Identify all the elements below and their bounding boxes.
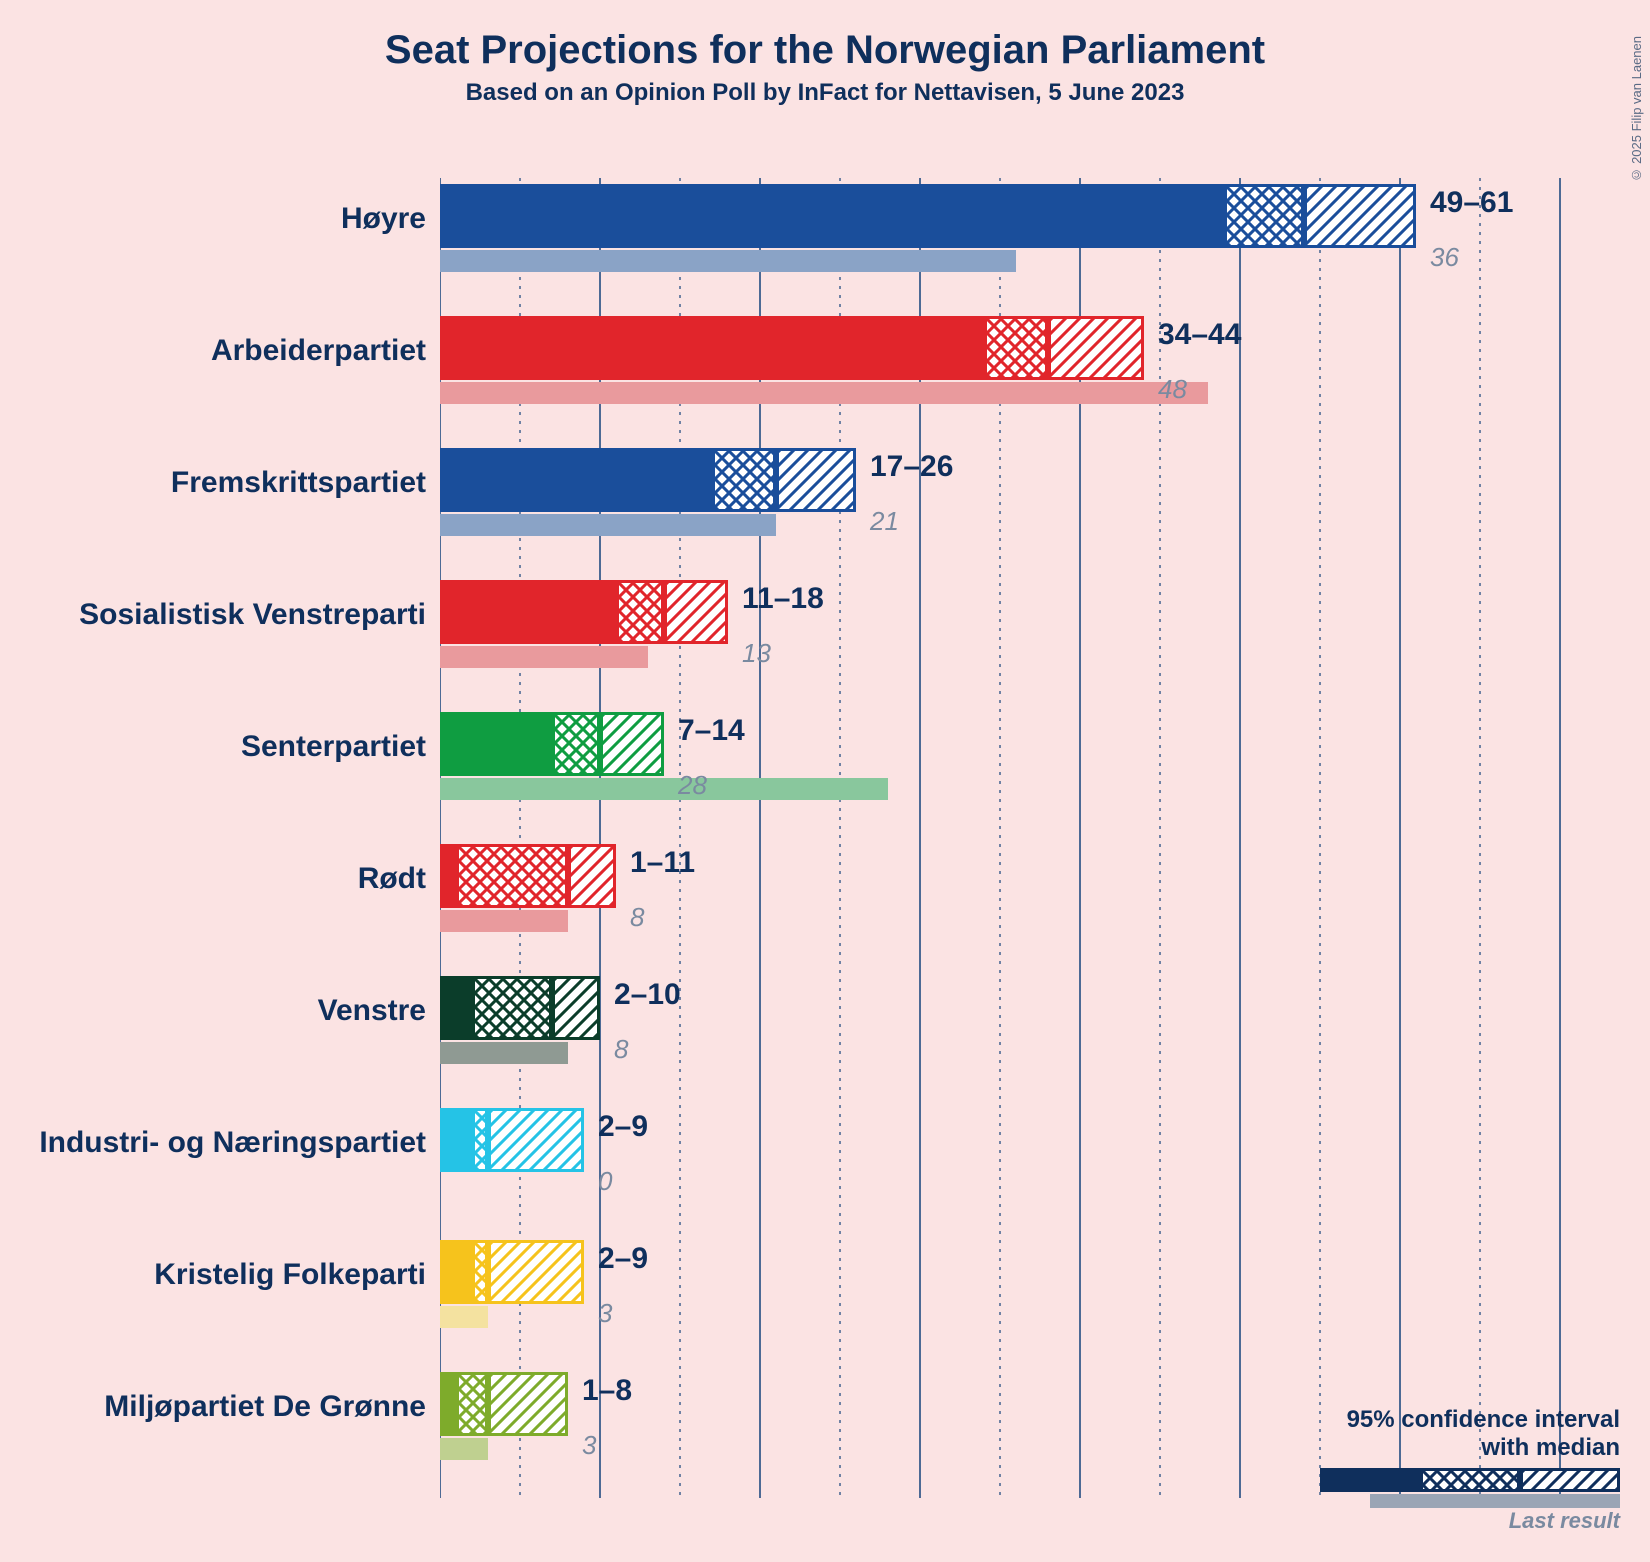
bar-ci-low: [552, 712, 600, 776]
value-last: 21: [870, 506, 899, 537]
value-last: 3: [582, 1430, 596, 1461]
party-row: Industri- og Næringspartiet2–90: [440, 1108, 1620, 1240]
value-range: 2–10: [614, 978, 681, 1012]
party-label: Miljøpartiet De Grønne: [104, 1390, 440, 1424]
value-range: 2–9: [598, 1242, 648, 1276]
bar-solid: [440, 184, 1224, 248]
bar-ci-high: [600, 712, 664, 776]
bar-last-result: [440, 250, 1016, 272]
bar-ci-high: [552, 976, 600, 1040]
value-last: 28: [678, 770, 707, 801]
party-row: Høyre49–6136: [440, 184, 1620, 316]
legend: 95% confidence interval with median Last…: [1250, 1406, 1620, 1534]
party-label: Fremskrittspartiet: [171, 466, 440, 500]
bar-ci-high: [488, 1108, 584, 1172]
party-row: Arbeiderpartiet34–4448: [440, 316, 1620, 448]
bar-solid: [440, 844, 456, 908]
value-range: 11–18: [742, 582, 824, 616]
bar-ci-high: [488, 1240, 584, 1304]
bar-ci-low: [616, 580, 664, 644]
value-last: 8: [614, 1034, 628, 1065]
bar-ci-high: [664, 580, 728, 644]
chart-title: Seat Projections for the Norwegian Parli…: [0, 28, 1650, 73]
bar-solid: [440, 1372, 456, 1436]
party-row: Sosialistisk Venstreparti11–1813: [440, 580, 1620, 712]
bar-ci-high: [488, 1372, 568, 1436]
bar-solid: [440, 1240, 472, 1304]
bar-ci-high: [776, 448, 856, 512]
party-label: Industri- og Næringspartiet: [39, 1126, 440, 1160]
party-label: Rødt: [358, 862, 440, 896]
value-last: 36: [1430, 242, 1459, 273]
bar-ci-low: [472, 976, 552, 1040]
bar-solid: [440, 448, 712, 512]
party-row: Rødt1–118: [440, 844, 1620, 976]
bar-last-result: [440, 382, 1208, 404]
value-range: 34–44: [1158, 318, 1241, 352]
bar-ci-low: [1224, 184, 1304, 248]
bar-solid: [440, 712, 552, 776]
bar-ci-low: [472, 1108, 488, 1172]
party-label: Senterpartiet: [241, 730, 440, 764]
legend-swatch: [1320, 1468, 1620, 1504]
value-last: 13: [742, 638, 771, 669]
bar-last-result: [440, 778, 888, 800]
party-label: Høyre: [341, 202, 440, 236]
bar-ci-high: [1304, 184, 1416, 248]
bar-last-result: [440, 1306, 488, 1328]
party-label: Venstre: [318, 994, 440, 1028]
bar-solid: [440, 316, 984, 380]
bar-ci-low: [712, 448, 776, 512]
bar-ci-low: [456, 1372, 488, 1436]
copyright: © 2025 Filip van Laenen: [1629, 36, 1644, 183]
legend-line2: with median: [1250, 1434, 1620, 1462]
chart-area: Høyre49–6136Arbeiderpartiet34–4448Fremsk…: [440, 178, 1620, 1523]
bar-ci-low: [984, 316, 1048, 380]
party-row: Venstre2–108: [440, 976, 1620, 1108]
bar-last-result: [440, 1042, 568, 1064]
chart-subtitle: Based on an Opinion Poll by InFact for N…: [0, 79, 1650, 107]
value-range: 1–8: [582, 1374, 632, 1408]
value-range: 1–11: [630, 846, 695, 880]
party-row: Senterpartiet7–1428: [440, 712, 1620, 844]
legend-last-label: Last result: [1250, 1508, 1620, 1534]
value-last: 48: [1158, 374, 1187, 405]
legend-line1: 95% confidence interval: [1250, 1406, 1620, 1434]
bar-solid: [440, 580, 616, 644]
bar-ci-low: [456, 844, 568, 908]
bar-last-result: [440, 1438, 488, 1460]
party-label: Kristelig Folkeparti: [154, 1258, 440, 1292]
bar-solid: [440, 976, 472, 1040]
value-last: 0: [598, 1166, 612, 1197]
bar-last-result: [440, 514, 776, 536]
bar-ci-high: [568, 844, 616, 908]
bar-ci-high: [1048, 316, 1144, 380]
value-range: 2–9: [598, 1110, 648, 1144]
value-last: 3: [598, 1298, 612, 1329]
value-last: 8: [630, 902, 644, 933]
value-range: 49–61: [1430, 186, 1513, 220]
bar-ci-low: [472, 1240, 488, 1304]
party-row: Kristelig Folkeparti2–93: [440, 1240, 1620, 1372]
party-label: Sosialistisk Venstreparti: [79, 598, 440, 632]
value-range: 17–26: [870, 450, 953, 484]
bar-solid: [440, 1108, 472, 1172]
party-label: Arbeiderpartiet: [211, 334, 440, 368]
bar-last-result: [440, 646, 648, 668]
party-row: Fremskrittspartiet17–2621: [440, 448, 1620, 580]
bar-last-result: [440, 910, 568, 932]
value-range: 7–14: [678, 714, 745, 748]
